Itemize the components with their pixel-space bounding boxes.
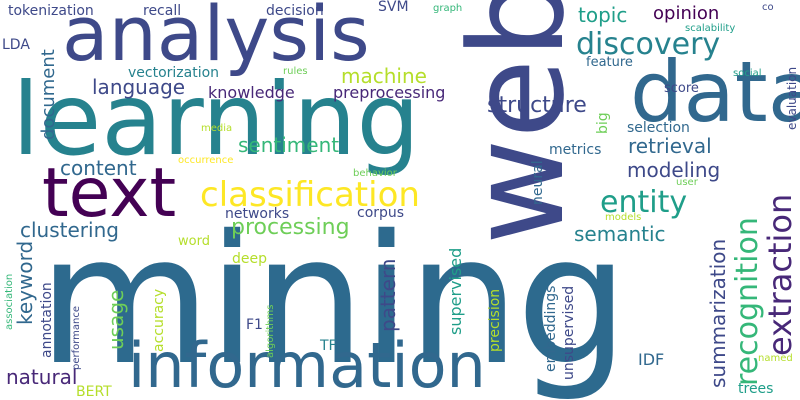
word-decision: decision	[266, 3, 324, 19]
word-usage: usage	[104, 289, 128, 350]
word-retrieval: retrieval	[628, 134, 712, 158]
word-svm: SVM	[378, 0, 409, 15]
word-modeling: modeling	[627, 158, 721, 182]
word-entity: entity	[600, 185, 688, 220]
word-unsupervised: unsupervised	[561, 285, 577, 380]
word-web: web	[441, 0, 593, 245]
word-feature: feature	[586, 55, 633, 70]
word-tf: TF	[320, 338, 337, 354]
word-data: data	[630, 43, 800, 141]
word-preprocessing: preprocessing	[333, 83, 446, 102]
word-recall: recall	[143, 3, 182, 19]
word-keyword: keyword	[13, 240, 37, 325]
word-embeddings: embeddings	[543, 285, 559, 372]
word-learning: learning	[12, 61, 420, 178]
word-analysis: analysis	[62, 0, 370, 78]
word-supervised: supervised	[446, 247, 465, 335]
word-graph: graph	[433, 3, 463, 14]
word-named: named	[758, 353, 793, 364]
word-sentiment: sentiment	[238, 133, 340, 157]
word-deep: deep	[232, 251, 267, 267]
word-tokenization: tokenization	[8, 3, 94, 19]
word-content: content	[60, 156, 137, 180]
word-structure: structure	[487, 93, 587, 118]
word-score: score	[664, 81, 699, 96]
word-performance: performance	[71, 305, 82, 370]
word-occurrence: occurrence	[178, 155, 234, 166]
word-accuracy: accuracy	[151, 288, 167, 352]
word-word: word	[178, 234, 210, 249]
word-co: co	[762, 2, 774, 13]
word-clustering: clustering	[20, 218, 119, 242]
word-topic: topic	[578, 3, 628, 27]
word-behavior: behavior	[353, 168, 397, 179]
word-f1: F1	[246, 317, 263, 333]
word-corpus: corpus	[357, 205, 405, 221]
word-text: text	[42, 154, 177, 233]
word-annotation: annotation	[39, 282, 55, 358]
word-vectorization: vectorization	[128, 65, 220, 81]
word-user: user	[676, 177, 698, 188]
word-processing: processing	[231, 215, 350, 240]
word-evaluation: evaluation	[785, 66, 799, 130]
word-pattern: pattern	[376, 258, 400, 333]
word-association: association	[4, 273, 15, 330]
word-machine: machine	[341, 64, 427, 88]
word-neural: neural	[530, 160, 546, 205]
word-lda: LDA	[2, 37, 30, 53]
word-classification: classification	[200, 175, 420, 215]
word-networks: networks	[225, 206, 290, 222]
word-algorithms: algorithms	[265, 304, 276, 358]
word-precision: precision	[487, 288, 503, 352]
word-information: information	[128, 329, 486, 400]
word-rules: rules	[283, 66, 308, 77]
word-language: language	[92, 75, 186, 99]
word-mining: mining	[38, 197, 629, 400]
word-bert: BERT	[76, 384, 112, 400]
word-models: models	[605, 212, 642, 223]
word-extraction: extraction	[761, 193, 799, 356]
word-social: social	[733, 68, 762, 79]
word-trees: trees	[738, 381, 774, 397]
word-metrics: metrics	[549, 142, 602, 158]
word-opinion: opinion	[653, 3, 720, 24]
word-document: document	[38, 49, 59, 140]
word-summarization: summarization	[706, 238, 730, 388]
word-discovery: discovery	[576, 27, 721, 62]
word-big: big	[595, 112, 611, 134]
word-idf: IDF	[638, 350, 665, 369]
word-scalability: scalability	[685, 23, 736, 34]
word-knowledge: knowledge	[208, 83, 295, 102]
word-semantic: semantic	[574, 222, 666, 246]
word-natural: natural	[6, 365, 78, 389]
word-media: media	[201, 123, 233, 134]
word-selection: selection	[627, 120, 690, 136]
